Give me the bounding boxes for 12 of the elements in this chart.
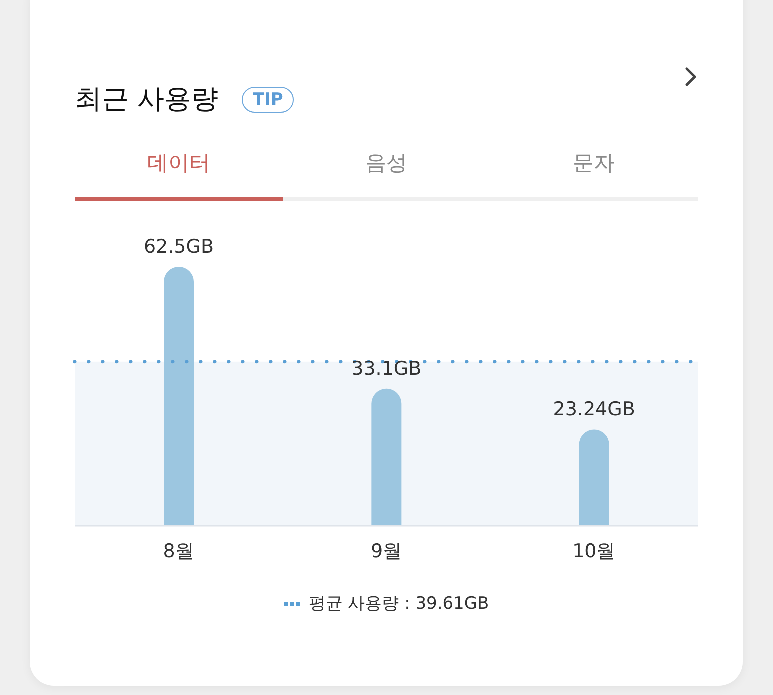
x-tick-label: 8월 bbox=[163, 540, 194, 562]
data-label: 33.1GB bbox=[352, 358, 422, 380]
data-label: 62.5GB bbox=[144, 236, 214, 258]
x-tick-label: 9월 bbox=[370, 540, 402, 562]
chart-title: 최근 사용량 bbox=[75, 84, 219, 116]
x-tick-label: 10월 bbox=[572, 540, 616, 562]
text: 데이터 bbox=[146, 150, 212, 177]
text: 문자 bbox=[572, 150, 616, 177]
legend-label: 평균 사용량 : 39.61GB bbox=[308, 593, 490, 616]
chart-subtitle: TIP bbox=[242, 87, 294, 113]
data-label: 23.24GB bbox=[553, 398, 636, 421]
text: 음성 bbox=[364, 150, 408, 177]
